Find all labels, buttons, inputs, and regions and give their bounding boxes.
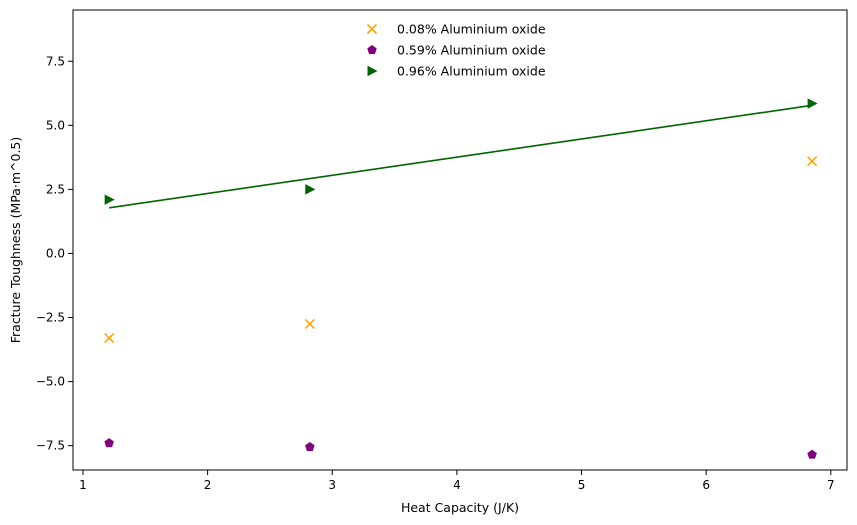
x-tick-label: 3 (328, 478, 336, 492)
plot-area (72, 9, 848, 471)
data-point-stroke (304, 318, 315, 329)
x-tick-label: 7 (827, 478, 835, 492)
y-tick-label: −2.5 (36, 311, 65, 325)
data-point (807, 156, 818, 167)
data-point (104, 332, 115, 344)
data-point (304, 318, 315, 329)
data-point (305, 441, 315, 451)
data-points-layer (104, 98, 818, 459)
fit-line (109, 104, 813, 209)
x-tick-label: 1 (79, 478, 87, 492)
x-tick-label: 4 (453, 478, 461, 492)
legend-label: 0.96% Aluminium oxide (397, 64, 546, 79)
legend: 0.08% Aluminium oxide 0.59% Aluminium oxi… (366, 22, 546, 79)
data-point-stroke (807, 156, 818, 167)
y-tick-label: 2.5 (46, 182, 65, 196)
legend-label: 0.08% Aluminium oxide (397, 22, 546, 37)
legend-marker (367, 65, 378, 77)
data-point (807, 449, 817, 459)
x-tick-label: 2 (204, 478, 212, 492)
y-axis-label: Fracture Toughness (MPa·m^0.5) (8, 137, 23, 344)
x-tick-label: 6 (702, 478, 710, 492)
y-tick-label: 5.0 (46, 118, 65, 132)
legend-marker (366, 23, 378, 35)
data-point (807, 98, 818, 109)
y-tick-label: −5.0 (36, 375, 65, 389)
data-point (104, 194, 115, 205)
data-point (104, 438, 114, 448)
y-tick-label: 7.5 (46, 54, 65, 68)
y-tick-label: 0.0 (46, 246, 65, 260)
legend-marker-stroke (366, 23, 378, 35)
x-axis-label: Heat Capacity (J/K) (401, 500, 519, 515)
data-point-stroke (104, 332, 115, 344)
y-axis-ticks: −7.5 −5.0 −2.5 0.0 2.5 5.0 7.5 (36, 54, 73, 453)
x-axis-ticks: 1 2 3 4 5 6 7 (79, 470, 835, 492)
y-tick-label: −7.5 (36, 439, 65, 453)
legend-marker (367, 45, 377, 55)
legend-label: 0.59% Aluminium oxide (397, 43, 546, 58)
data-point (305, 184, 316, 195)
x-tick-label: 5 (578, 478, 586, 492)
fit-line-layer (109, 104, 813, 209)
